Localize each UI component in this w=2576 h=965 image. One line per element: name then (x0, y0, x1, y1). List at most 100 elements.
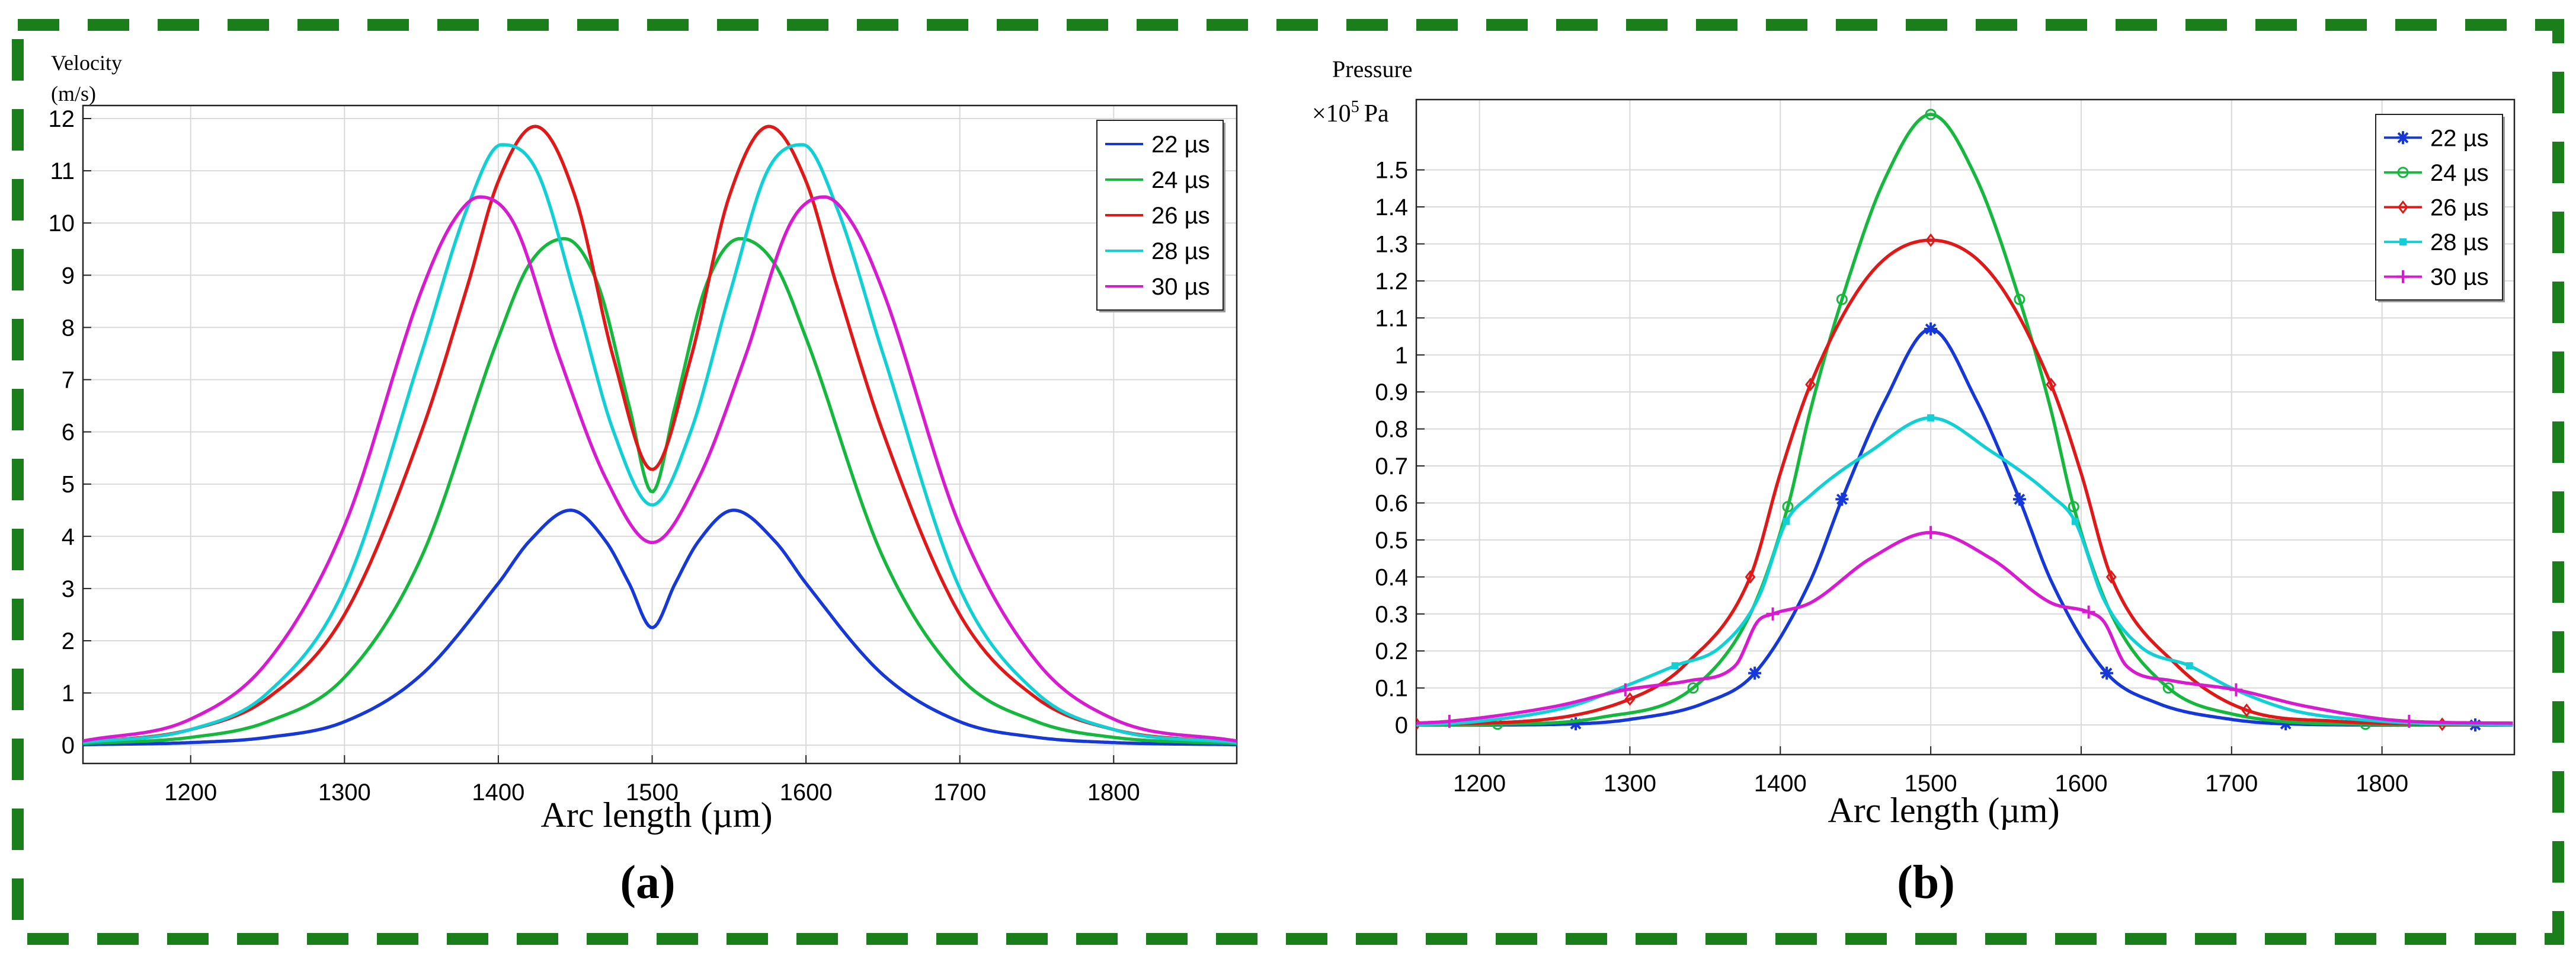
series-marker (1671, 662, 1679, 670)
legend-label: 24 µs (2430, 160, 2489, 186)
series-marker (1782, 501, 1794, 513)
y-tick-label: 9 (62, 263, 75, 289)
y-tick-label: 0 (62, 733, 75, 759)
x-tick-label: 1700 (933, 779, 986, 806)
series-line-24us (1416, 113, 2513, 727)
y-tick-label: 1 (62, 680, 75, 707)
series-marker (1687, 682, 1699, 694)
x-tick-label: 1800 (1087, 779, 1140, 806)
series-marker (1836, 293, 1848, 305)
panel-a-label: (a) (620, 857, 675, 909)
legend-item: 28 µs (2384, 229, 2489, 255)
panel-a-xlabel: Arc length (µm) (540, 795, 772, 835)
legend-label: 22 µs (2430, 125, 2489, 151)
y-tick-label: 5 (62, 472, 75, 498)
series-marker (1618, 683, 1632, 696)
series-line-24us (83, 237, 1237, 746)
legend-label: 28 µs (1151, 238, 1210, 264)
panel-b-ylabel-unit: ×105 Pa (1312, 98, 1389, 127)
x-tick-label: 1500 (626, 779, 679, 806)
series-marker (2082, 605, 2095, 619)
series-marker (2185, 662, 2193, 670)
y-tick-label: 8 (62, 315, 75, 341)
series-line-30us (1416, 531, 2513, 725)
series-marker (2229, 683, 2243, 696)
series-line-28us (83, 143, 1237, 744)
series-marker (2162, 682, 2174, 694)
legend-label: 24 µs (1151, 167, 1210, 193)
legend-marker (2396, 270, 2409, 283)
x-tick-label: 1600 (780, 779, 833, 806)
y-tick-label: 1 (1395, 343, 1408, 369)
panel-b-ylabel-unit-exp: 5 (1351, 98, 1359, 116)
panel-a-ylabel-line2: (m/s) (51, 82, 96, 106)
x-tick-label: 1600 (2055, 771, 2107, 797)
y-tick-label: 6 (62, 420, 75, 446)
y-tick-label: 1.2 (1375, 269, 1408, 295)
y-tick-label: 0.3 (1375, 602, 1408, 628)
series-line-26us (1416, 238, 2513, 727)
series-marker (1805, 378, 1816, 392)
panel-b: Pressure ×105 Pa Arc length (µm) (b) 1200… (1312, 56, 2516, 909)
legend-item: 28 µs (1105, 238, 1210, 264)
x-tick-label: 1700 (2205, 771, 2258, 797)
x-tick-label: 1300 (1604, 771, 1656, 797)
y-tick-label: 1.5 (1375, 158, 1408, 184)
series-marker (2068, 501, 2079, 513)
x-tick-label: 1800 (2356, 771, 2408, 797)
legend-item: 24 µs (2384, 160, 2489, 186)
y-tick-label: 0.2 (1375, 638, 1408, 664)
series-marker (1924, 322, 1938, 336)
panel-b-xlabel: Arc length (µm) (1828, 791, 2059, 830)
series-marker (1925, 108, 1937, 120)
legend-label: 30 µs (2430, 264, 2489, 290)
y-tick-label: 11 (50, 158, 75, 184)
panel-a-plot-area (83, 124, 1237, 747)
y-tick-label: 0.8 (1375, 417, 1408, 443)
y-tick-label: 1.3 (1375, 231, 1408, 257)
series-marker (1624, 692, 1636, 706)
x-tick-label: 1200 (164, 779, 217, 806)
series-line-22us (83, 508, 1237, 747)
panel-b-plot-area (1416, 108, 2513, 732)
x-tick-label: 1200 (1453, 771, 1506, 797)
y-tick-label: 4 (62, 524, 75, 550)
panel-b-gridlines (1416, 100, 2514, 755)
y-tick-label: 0.5 (1375, 528, 1408, 554)
legend-label: 26 µs (2430, 195, 2489, 221)
series-marker (1766, 607, 1780, 621)
series-marker (2105, 570, 2117, 584)
x-tick-label: 1400 (1754, 771, 1807, 797)
panel-b-ylabel-unit-suffix: Pa (1364, 100, 1389, 127)
series-marker (1835, 493, 1849, 506)
legend-marker (2399, 238, 2407, 246)
y-tick-label: 0.1 (1375, 676, 1408, 702)
series-marker (2014, 293, 2025, 305)
series-marker (1927, 414, 1935, 421)
legend-item: 22 µs (2384, 125, 2489, 151)
series-marker (2071, 517, 2079, 525)
series-marker (1442, 714, 1456, 728)
legend-marker (2397, 167, 2409, 178)
panel-b-label: (b) (1897, 857, 1955, 909)
x-tick-label: 1500 (1905, 771, 1957, 797)
legend-label: 28 µs (2430, 229, 2489, 255)
series-marker (1925, 233, 1937, 247)
series-marker (1783, 517, 1790, 525)
series-marker (2402, 714, 2416, 728)
y-tick-label: 0.4 (1375, 564, 1408, 590)
panel-a-gridlines (83, 106, 1237, 763)
legend-item: 26 µs (1105, 203, 1210, 229)
y-tick-label: 7 (62, 368, 75, 394)
panel-a-ylabel-line1: Velocity (51, 51, 122, 75)
series-line-30us (83, 195, 1237, 743)
series-marker (2046, 378, 2057, 392)
y-tick-label: 1.4 (1375, 194, 1408, 221)
y-tick-label: 2 (62, 628, 75, 654)
legend-label: 22 µs (1151, 132, 1210, 158)
series-marker (1924, 526, 1938, 539)
series-marker (2012, 493, 2026, 506)
panel-b-ylabel-unit-prefix: ×10 (1312, 100, 1351, 127)
y-tick-label: 0.6 (1375, 490, 1408, 516)
